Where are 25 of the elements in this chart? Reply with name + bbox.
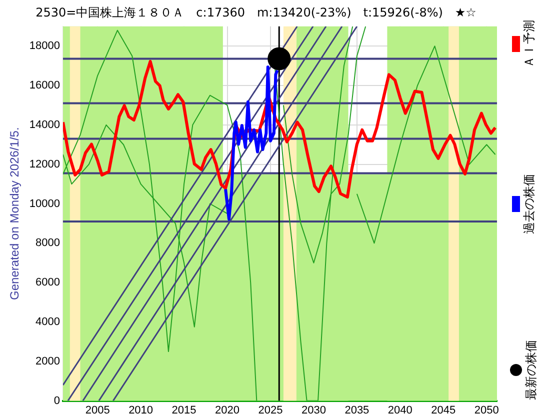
x-tick-label: 2020 [215, 404, 240, 416]
y-tick-label: 14000 [29, 118, 60, 131]
x-tick-label: 2035 [344, 404, 370, 416]
x-tick-label: 2025 [258, 404, 283, 416]
y-tick-label: 8000 [36, 237, 60, 250]
x-tick-label: 2045 [431, 404, 456, 416]
y-tick-label: 2000 [36, 355, 60, 368]
y-tick-label: 16000 [29, 80, 60, 92]
y-tick-label: 0 [54, 394, 60, 407]
x-tick-label: 2050 [474, 404, 499, 416]
legend-label: 過去の株価 [521, 174, 537, 234]
x-tick-label: 2005 [85, 404, 110, 416]
x-tick-label: 2015 [172, 404, 196, 416]
x-tick-label: 2040 [388, 404, 412, 416]
chart-title: 2530=中国株上海１８０Ａ c:17360 m:13420(-23%) t:15926(-8%) ★☆ [36, 5, 476, 20]
x-tick-label: 2010 [128, 404, 154, 416]
y-tick-label: 10000 [29, 198, 60, 210]
x-tick-label: 2030 [301, 404, 326, 416]
y-tick-label: 4000 [36, 316, 60, 328]
legend-label: ＡＩ予測 [521, 20, 537, 68]
y-tick-label: 18000 [29, 40, 60, 52]
y-tick-label: 12000 [29, 158, 60, 170]
y-axis-title: Generated on Monday 2026/1/5. [8, 127, 22, 300]
y-tick-label: 6000 [36, 276, 60, 289]
legend-label: 最新の株価 [523, 340, 539, 400]
